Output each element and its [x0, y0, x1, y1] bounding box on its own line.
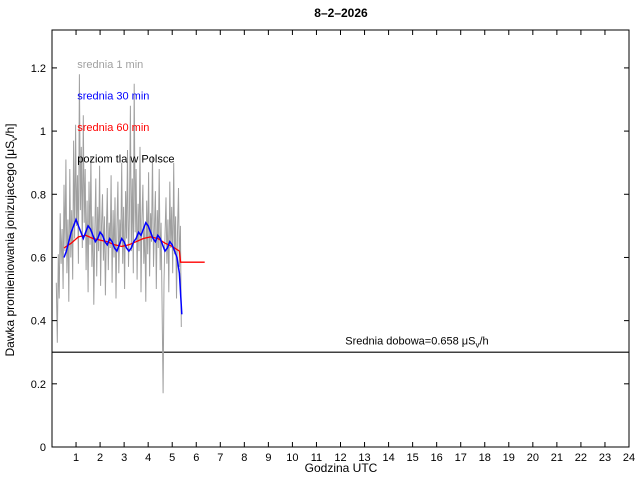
- y-tick-label: 0.2: [31, 379, 46, 391]
- series-srednia-30-min: [63, 217, 183, 315]
- x-tick-label: 24: [623, 452, 635, 464]
- legend-srednia-30-min: srednia 30 min: [77, 91, 149, 103]
- x-tick-label: 6: [193, 452, 199, 464]
- y-axis-label: Dawka promieniowania jonizujacego [μSv/h…: [3, 123, 19, 356]
- x-tick-label: 20: [527, 452, 539, 464]
- series-srednia-1-min: [55, 74, 182, 394]
- series-layer: [52, 74, 629, 394]
- y-tick-label: 0.4: [31, 316, 46, 328]
- x-tick-label: 23: [599, 452, 611, 464]
- x-tick-label: 21: [551, 452, 563, 464]
- x-tick-label: 18: [479, 452, 491, 464]
- x-tick-label: 9: [265, 452, 271, 464]
- x-tick-label: 5: [169, 452, 175, 464]
- x-tick-label: 22: [575, 452, 587, 464]
- x-tick-label: 11: [311, 452, 322, 464]
- x-tick-label: 3: [121, 452, 127, 464]
- x-tick-label: 1: [73, 452, 79, 464]
- x-tick-label: 12: [334, 452, 346, 464]
- axes-layer: 1 2 3 4 5 6 7 8 9 10 11 12 13 14 15 16 17 18 19 20 21 22 23 240…: [31, 29, 635, 464]
- annotation-layer: Srednia dobowa=0.658 μSv/h: [345, 335, 488, 349]
- x-tick-label: 8: [241, 452, 247, 464]
- x-tick-label: 14: [382, 452, 394, 464]
- x-tick-label: 17: [455, 452, 467, 464]
- legend-poziom-tla-w-Polsce: poziom tla w Polsce: [77, 154, 174, 166]
- x-tick-label: 2: [97, 452, 103, 464]
- y-tick-label: 0.6: [31, 252, 46, 264]
- chart-title: 8–2–2026: [314, 6, 368, 20]
- x-tick-label: 10: [286, 452, 298, 464]
- x-tick-label: 16: [431, 452, 443, 464]
- x-tick-label: 7: [217, 452, 223, 464]
- y-tick-label: 0.8: [31, 189, 46, 201]
- x-tick-label: 4: [145, 452, 151, 464]
- legend: srednia 1 min srednia 30 min srednia 60 mi…: [77, 59, 174, 166]
- series-srednia-60-min: [63, 234, 205, 263]
- x-axis-label: Godzina UTC: [305, 461, 378, 475]
- y-tick-label: 1: [40, 126, 46, 138]
- legend-srednia-60-min: srednia 60 min: [77, 122, 149, 134]
- x-tick-label: 13: [358, 452, 370, 464]
- y-tick-label: 0: [40, 442, 46, 454]
- legend-srednia-1-min: srednia 1 min: [77, 59, 143, 71]
- daily-average-annotation: Srednia dobowa=0.658 μSv/h: [345, 335, 488, 349]
- x-tick-label: 19: [503, 452, 515, 464]
- y-tick-label: 1.2: [31, 63, 46, 75]
- x-tick-label: 15: [407, 452, 419, 464]
